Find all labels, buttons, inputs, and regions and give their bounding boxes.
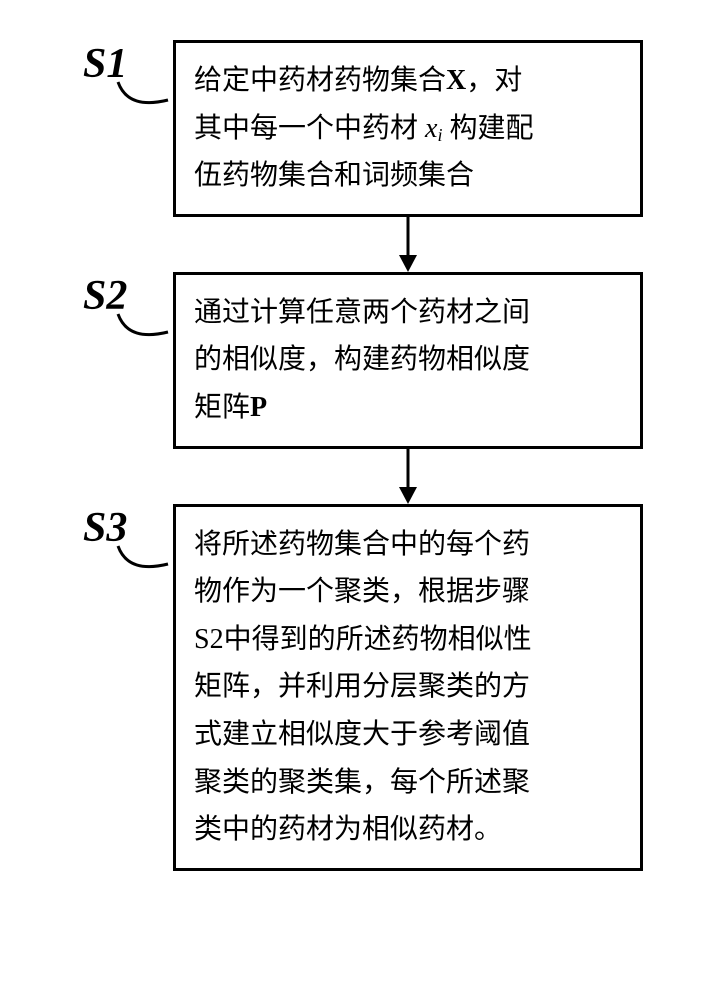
step-s1-line-0: 给定中药材药物集合X，对 [194, 57, 622, 105]
text: 构建配 [442, 113, 533, 144]
step-s3-line-0: 将所述药物集合中的每个药 [194, 521, 622, 569]
text: ，对 [466, 65, 522, 96]
step-s1-line-2: 伍药物集合和词频集合 [194, 152, 622, 200]
step-s3-line-5: 聚类的聚类集，每个所述聚 [194, 759, 622, 807]
step-s3-line-2: S2中得到的所述药物相似性 [194, 616, 622, 664]
connector-curve-s2 [113, 312, 173, 352]
variable-x-set: X [446, 65, 466, 96]
step-s3-line-3: 矩阵，并利用分层聚类的方 [194, 663, 622, 711]
step-s3-line-1: 物作为一个聚类，根据步骤 [194, 568, 622, 616]
step-s2-box: 通过计算任意两个药材之间 的相似度，构建药物相似度 矩阵P [173, 272, 643, 449]
arrow-s2-s3 [83, 449, 643, 504]
step-s2-line-1: 的相似度，构建药物相似度 [194, 336, 622, 384]
step-s2-line-0: 通过计算任意两个药材之间 [194, 289, 622, 337]
text: 的相似度，构建药物相似度 [194, 344, 530, 375]
step-s1-box: 给定中药材药物集合X，对 其中每一个中药材 xi 构建配 伍药物集合和词频集合 [173, 40, 643, 217]
arrow-down-icon [393, 449, 423, 504]
step-s3-line-4: 式建立相似度大于参考阈值 [194, 711, 622, 759]
step-s2-row: S2 通过计算任意两个药材之间 的相似度，构建药物相似度 矩阵P [83, 272, 643, 449]
step-s1-line-1: 其中每一个中药材 xi 构建配 [194, 105, 622, 153]
step-s1-label-wrap: S1 [83, 40, 173, 88]
text: S2中得到的所述药物相似性 [194, 624, 532, 655]
text: 聚类的聚类集，每个所述聚 [194, 767, 530, 798]
text: 类中的药材为相似药材。 [194, 814, 502, 845]
text: 通过计算任意两个药材之间 [194, 297, 530, 328]
arrow-s1-s2 [83, 217, 643, 272]
step-s3-row: S3 将所述药物集合中的每个药 物作为一个聚类，根据步骤 S2中得到的所述药物相… [83, 504, 643, 871]
text: 伍药物集合和词频集合 [194, 160, 474, 191]
step-s1-row: S1 给定中药材药物集合X，对 其中每一个中药材 xi 构建配 伍药物集合和词频… [83, 40, 643, 217]
step-s2-line-2: 矩阵P [194, 384, 622, 432]
connector-curve-s1 [113, 80, 173, 120]
variable-p-matrix: P [250, 392, 267, 423]
text: 物作为一个聚类，根据步骤 [194, 576, 530, 607]
text: 其中每一个中药材 [194, 113, 425, 144]
step-s2-label-wrap: S2 [83, 272, 173, 320]
text: 给定中药材药物集合 [194, 65, 446, 96]
text: 矩阵 [194, 392, 250, 423]
step-s3-label-wrap: S3 [83, 504, 173, 552]
text: 式建立相似度大于参考阈值 [194, 719, 530, 750]
arrow-down-icon [393, 217, 423, 272]
text: 矩阵，并利用分层聚类的方 [194, 671, 530, 702]
step-s3-box: 将所述药物集合中的每个药 物作为一个聚类，根据步骤 S2中得到的所述药物相似性 … [173, 504, 643, 871]
flowchart: S1 给定中药材药物集合X，对 其中每一个中药材 xi 构建配 伍药物集合和词频… [83, 40, 643, 871]
text: 将所述药物集合中的每个药 [194, 529, 530, 560]
connector-curve-s3 [113, 544, 173, 584]
variable-xi: x [425, 113, 437, 144]
step-s3-line-6: 类中的药材为相似药材。 [194, 806, 622, 854]
